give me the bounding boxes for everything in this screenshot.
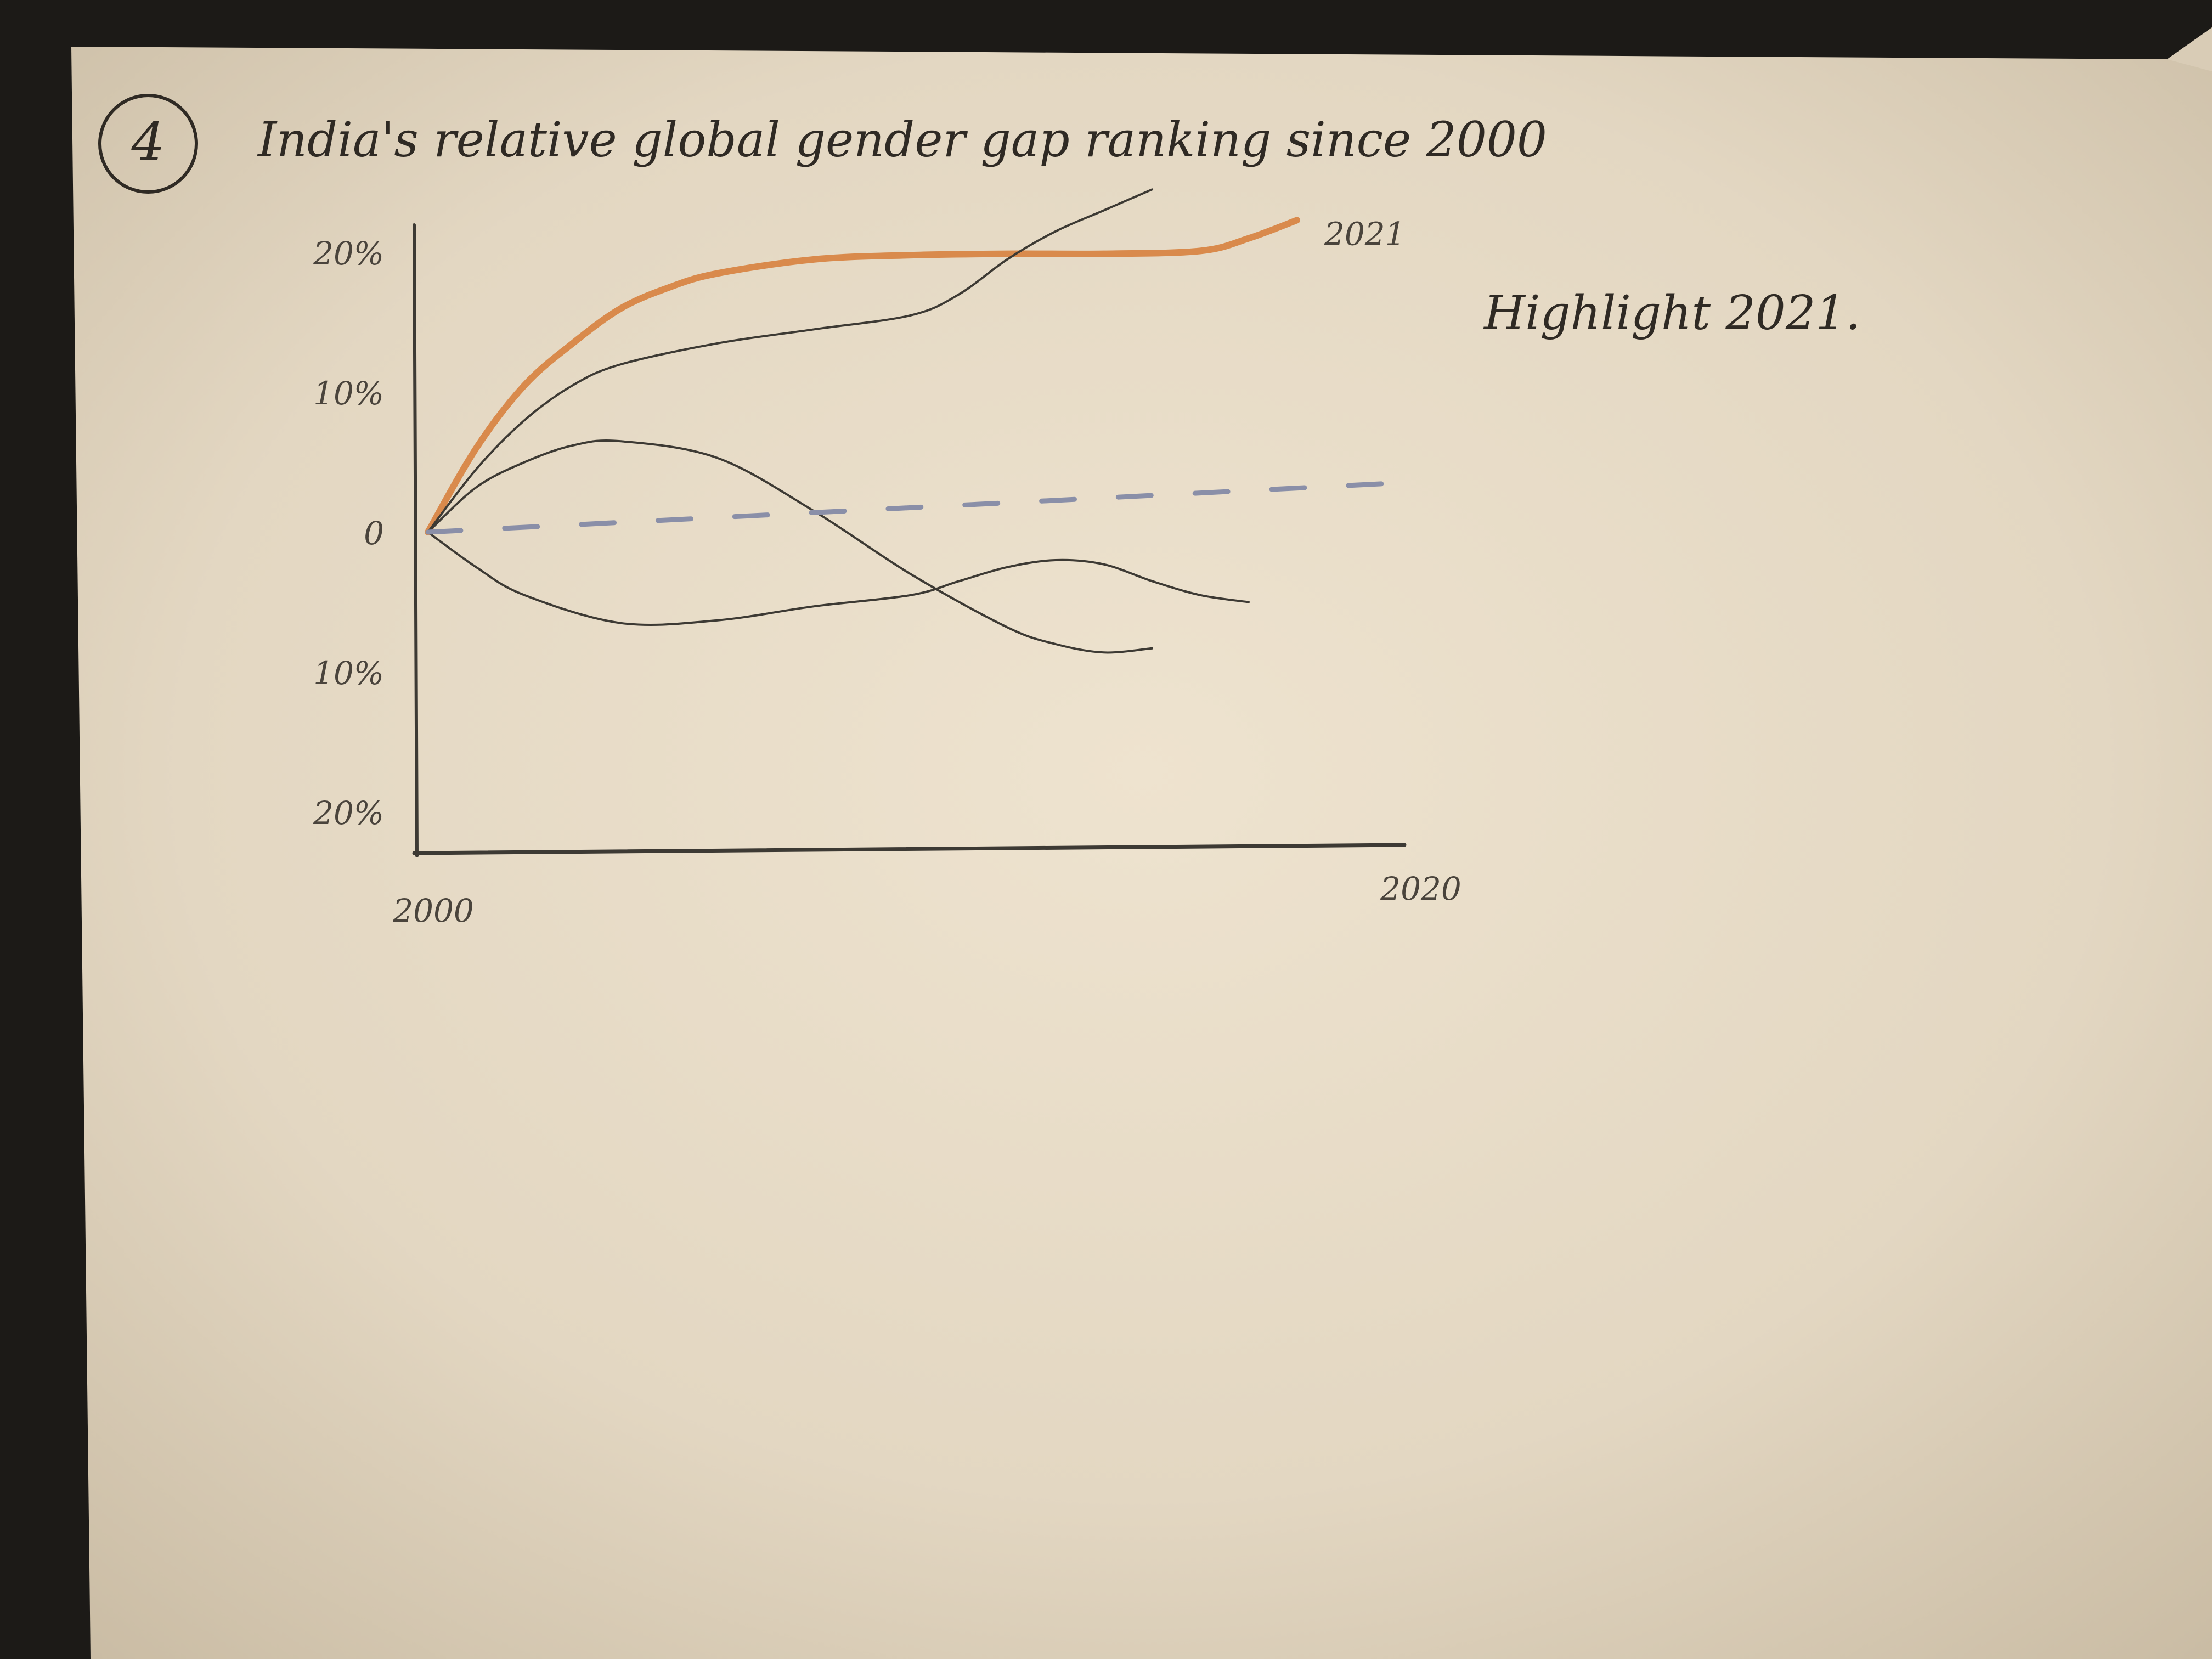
series-line-2 [427, 188, 1153, 533]
baseline-dashed-line [425, 481, 1396, 535]
chart-title: India's relative global gender gap ranki… [257, 111, 1547, 168]
series-line-4 [427, 531, 1250, 627]
x-axis [412, 843, 1407, 855]
series-line-3 [427, 439, 1153, 654]
y-tick-label: 10% [313, 375, 384, 412]
x-tick-label: 2020 [1380, 870, 1462, 907]
figure-number: 4 [131, 111, 165, 173]
paper-corner [2167, 27, 2212, 71]
y-axis [413, 223, 419, 857]
figure-number-circle [98, 94, 198, 194]
highlight-annotation: Highlight 2021. [1483, 286, 1861, 341]
x-tick-label: 2000 [392, 892, 474, 929]
series-label: 2021 [1324, 215, 1406, 252]
y-tick-label: 20% [313, 235, 384, 272]
y-tick-label: 10% [313, 654, 384, 692]
y-tick-label: 20% [313, 794, 384, 832]
y-tick-label: 0 [364, 515, 384, 552]
series-line-highlighted [425, 217, 1300, 535]
line-chart: 20% 10% 0 10% 20% 2000 2020 2021 [313, 188, 1462, 929]
paper-sheet [71, 47, 2212, 1659]
